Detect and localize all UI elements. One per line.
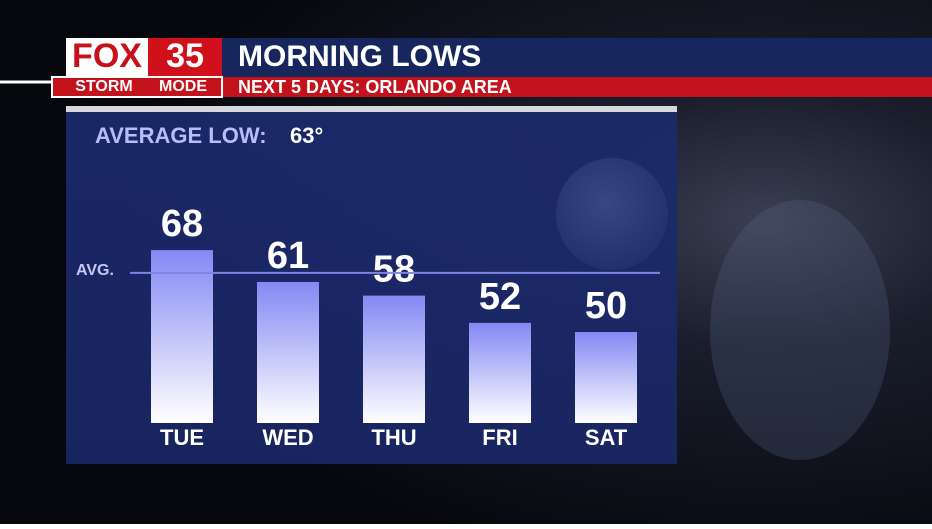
value-label: 68 xyxy=(161,203,203,245)
logo-number-box xyxy=(148,38,222,77)
x-tick-label: FRI xyxy=(482,425,517,450)
mode-text: STORM xyxy=(75,78,132,95)
bar xyxy=(575,332,637,423)
cloud xyxy=(710,200,890,460)
average-line-label: AVG. xyxy=(76,262,114,279)
subtitle: NEXT 5 DAYS: ORLANDO AREA xyxy=(238,77,512,97)
x-tick-label: SAT xyxy=(585,425,628,450)
value-label: 50 xyxy=(585,285,627,327)
bar xyxy=(469,322,531,423)
x-tick-label: THU xyxy=(371,425,416,450)
moon xyxy=(556,158,668,270)
title-bar xyxy=(222,38,932,77)
annotation: AVERAGE LOW: xyxy=(95,123,267,148)
title: MORNING LOWS xyxy=(238,40,481,73)
average-value: 63° xyxy=(290,123,323,148)
value-label: 58 xyxy=(373,249,415,291)
panel-top-border xyxy=(66,106,677,112)
logo-text: FOX xyxy=(72,37,142,75)
logo-number: 35 xyxy=(166,37,204,75)
bar xyxy=(257,281,319,423)
subtitle-bar xyxy=(222,77,932,97)
mode-text: MODE xyxy=(159,78,207,95)
x-tick-label: TUE xyxy=(160,425,204,450)
bar xyxy=(363,295,425,423)
x-tick-label: WED xyxy=(262,425,313,450)
value-label: 52 xyxy=(479,276,521,318)
mode-box xyxy=(51,76,223,98)
value-label: 61 xyxy=(267,235,309,277)
bar xyxy=(151,250,213,423)
